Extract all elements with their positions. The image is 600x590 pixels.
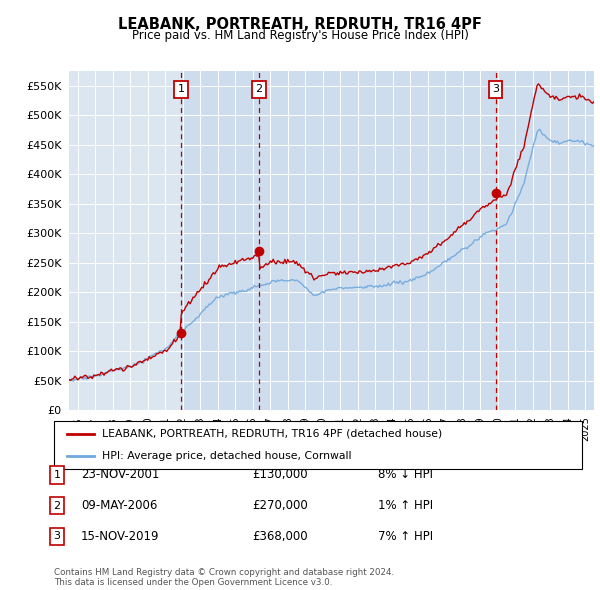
Text: Contains HM Land Registry data © Crown copyright and database right 2024.
This d: Contains HM Land Registry data © Crown c… — [54, 568, 394, 587]
Text: £270,000: £270,000 — [252, 499, 308, 512]
Text: HPI: Average price, detached house, Cornwall: HPI: Average price, detached house, Corn… — [101, 451, 351, 461]
Text: Price paid vs. HM Land Registry's House Price Index (HPI): Price paid vs. HM Land Registry's House … — [131, 30, 469, 42]
Text: LEABANK, PORTREATH, REDRUTH, TR16 4PF: LEABANK, PORTREATH, REDRUTH, TR16 4PF — [118, 17, 482, 31]
Text: 3: 3 — [53, 532, 61, 541]
Text: £130,000: £130,000 — [252, 468, 308, 481]
Text: 1% ↑ HPI: 1% ↑ HPI — [378, 499, 433, 512]
Text: 1: 1 — [53, 470, 61, 480]
Text: 1: 1 — [178, 84, 185, 94]
Bar — [181, 71, 259, 410]
Text: 15-NOV-2019: 15-NOV-2019 — [81, 530, 160, 543]
Text: 7% ↑ HPI: 7% ↑ HPI — [378, 530, 433, 543]
Text: 3: 3 — [492, 84, 499, 94]
Text: 8% ↓ HPI: 8% ↓ HPI — [378, 468, 433, 481]
FancyBboxPatch shape — [54, 421, 582, 469]
Text: 23-NOV-2001: 23-NOV-2001 — [81, 468, 160, 481]
Text: LEABANK, PORTREATH, REDRUTH, TR16 4PF (detached house): LEABANK, PORTREATH, REDRUTH, TR16 4PF (d… — [101, 429, 442, 439]
Text: £368,000: £368,000 — [252, 530, 308, 543]
Text: 2: 2 — [256, 84, 263, 94]
Bar — [496, 71, 594, 410]
Text: 2: 2 — [53, 501, 61, 510]
Bar — [259, 71, 496, 410]
Text: 09-MAY-2006: 09-MAY-2006 — [81, 499, 157, 512]
